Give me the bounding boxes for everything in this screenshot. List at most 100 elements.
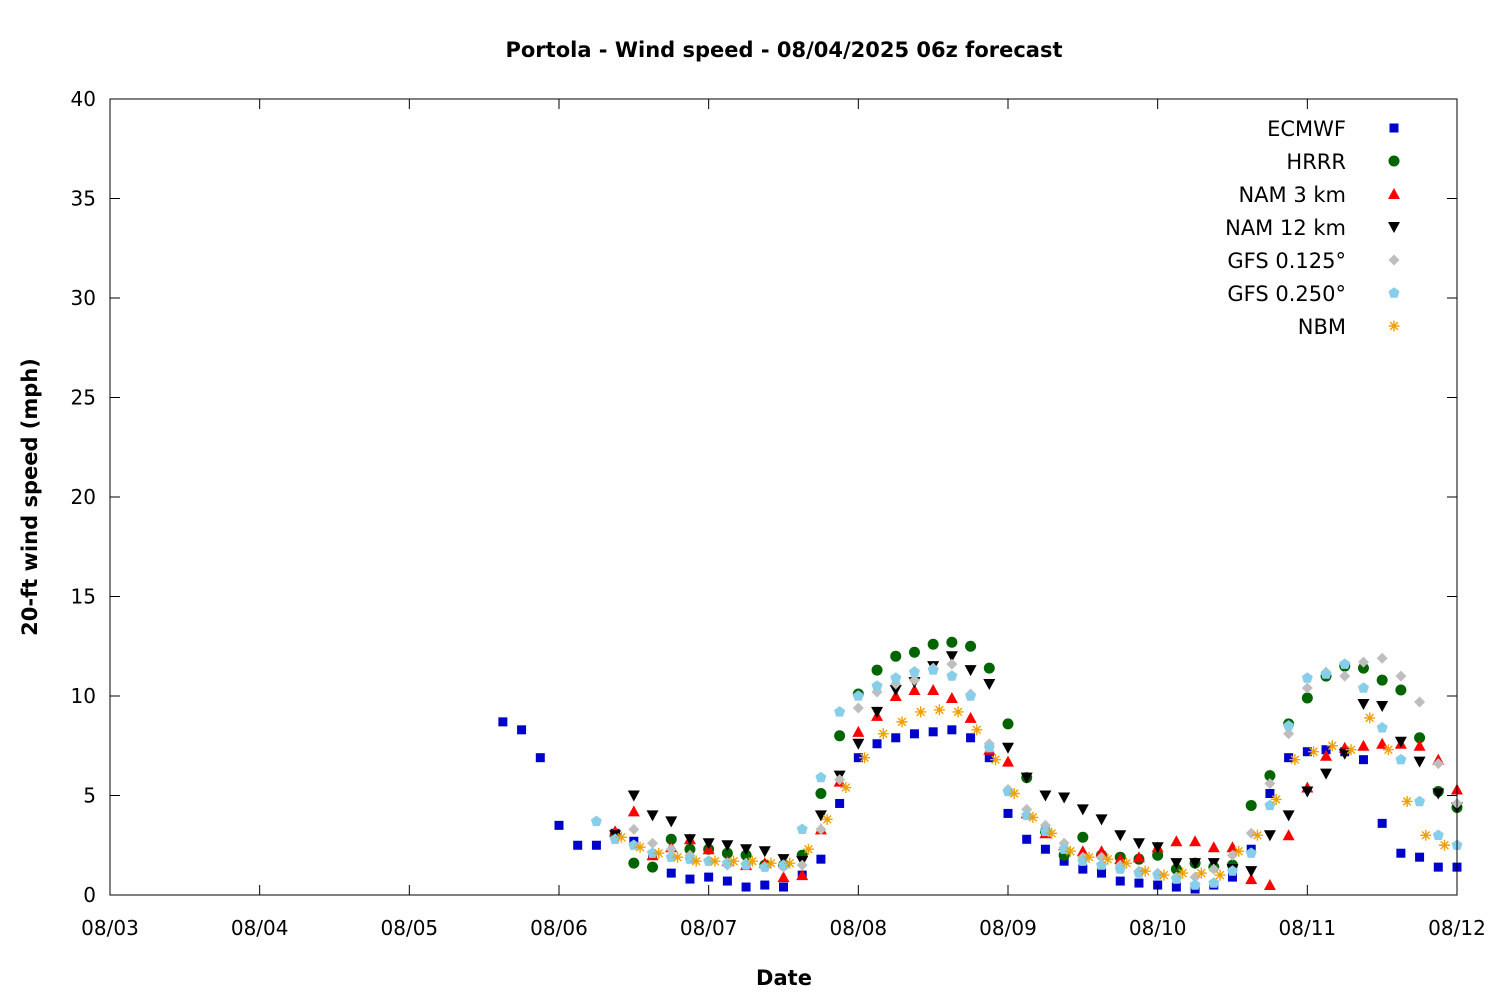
data-point [927, 664, 939, 675]
data-point [1095, 814, 1108, 826]
legend: ECMWF HRRR NAM 3 km NAM 12 km GFS 0.125° GFS … [1225, 117, 1400, 339]
data-point [853, 753, 863, 763]
data-point [1326, 740, 1338, 752]
data-point [964, 665, 977, 677]
x-tick-label: 08/10 [1129, 916, 1187, 940]
data-point [653, 847, 665, 859]
data-point [666, 868, 676, 878]
data-point [590, 815, 602, 827]
data-point [1395, 684, 1407, 696]
data-point [890, 650, 902, 662]
data-point [1077, 831, 1089, 843]
data-point [1432, 829, 1444, 840]
data-point [834, 706, 846, 717]
x-tick-label: 08/12 [1428, 916, 1486, 940]
data-point [647, 861, 659, 873]
data-point [1189, 871, 1201, 883]
y-axis-ticks: 0 5 10 15 20 25 30 35 40 [71, 87, 1457, 907]
data-point [1284, 753, 1294, 763]
data-point [1357, 739, 1370, 751]
data-point [1358, 755, 1368, 765]
data-point [1064, 845, 1076, 857]
data-point [535, 753, 545, 763]
data-point [1265, 789, 1275, 799]
data-point [815, 823, 827, 835]
data-point [1264, 770, 1276, 782]
data-point [872, 739, 882, 749]
data-point [915, 706, 927, 718]
data-point [517, 725, 527, 735]
data-point [1320, 668, 1332, 679]
data-point [671, 851, 683, 863]
data-point [952, 706, 964, 718]
data-point [1003, 808, 1013, 818]
data-point [615, 831, 627, 843]
data-point [834, 774, 846, 786]
series-gfs-0-250- [590, 658, 1463, 890]
data-point [1338, 748, 1351, 760]
data-point [1002, 742, 1014, 754]
data-point [1357, 682, 1369, 693]
y-axis-label: 20-ft wind speed (mph) [18, 358, 42, 636]
data-point [1245, 873, 1258, 885]
data-point [1301, 692, 1313, 704]
data-point [628, 857, 640, 869]
x-axis-ticks: 08/03 08/04 08/05 08/06 08/07 08/08 08/09 08/10… [81, 99, 1486, 940]
series-nbm [615, 704, 1451, 881]
data-point [908, 666, 920, 677]
y-tick-label: 40 [71, 87, 96, 111]
data-point [1114, 830, 1127, 842]
data-point [1228, 872, 1237, 882]
data-point [665, 843, 677, 855]
data-point [1002, 718, 1014, 730]
data-point [1301, 672, 1313, 683]
data-point [1377, 818, 1387, 828]
data-point [1251, 829, 1263, 841]
data-point [1195, 867, 1207, 879]
data-point [1095, 845, 1108, 857]
legend-marker [1388, 320, 1400, 332]
data-point [665, 816, 678, 828]
data-point [1170, 858, 1183, 870]
series-nam-12-km [609, 651, 1463, 878]
data-point [1132, 838, 1145, 850]
data-point [1289, 754, 1301, 766]
y-tick-label: 10 [71, 684, 96, 708]
legend-item: NAM 12 km [1225, 216, 1400, 240]
data-point [1245, 827, 1257, 839]
data-point [835, 798, 845, 808]
data-point [1263, 879, 1276, 891]
data-point [852, 702, 864, 714]
data-point [1308, 746, 1320, 758]
data-point [591, 840, 601, 850]
data-point [821, 813, 833, 825]
data-point [816, 854, 826, 864]
data-point [1078, 864, 1088, 874]
data-point [815, 788, 827, 800]
data-point [709, 855, 721, 867]
data-point [627, 805, 640, 817]
data-point [1420, 829, 1432, 841]
data-point [1208, 877, 1220, 888]
data-point [909, 729, 919, 739]
data-point [1227, 849, 1238, 861]
x-tick-label: 08/08 [830, 916, 888, 940]
data-point [1345, 744, 1357, 756]
data-point [1002, 755, 1014, 767]
legend-label: NAM 3 km [1238, 183, 1346, 207]
data-point [1401, 795, 1413, 807]
data-point [1171, 882, 1181, 892]
data-point [758, 846, 771, 858]
data-point [627, 790, 640, 802]
data-point [704, 872, 714, 882]
data-point [779, 882, 788, 892]
data-point [945, 651, 958, 663]
data-point [634, 841, 646, 853]
data-point [1283, 720, 1295, 731]
legend-marker [1388, 188, 1400, 199]
data-point [1376, 700, 1389, 712]
data-point [1395, 670, 1407, 682]
legend-marker [1388, 222, 1400, 233]
data-point [908, 646, 920, 658]
data-point [721, 840, 734, 852]
